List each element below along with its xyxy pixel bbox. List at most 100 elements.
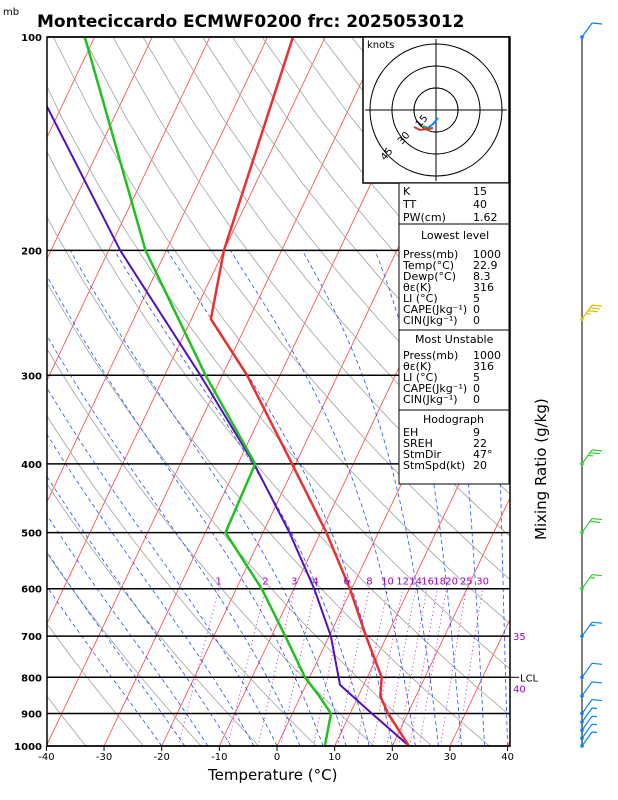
wind-barb-flag — [587, 310, 599, 313]
dry-adiabat-line — [82, 37, 510, 581]
wind-barb-flag — [591, 731, 598, 734]
wind-barb — [580, 22, 603, 39]
index-row-value: 316 — [473, 360, 494, 373]
wind-barb-flag — [589, 307, 601, 310]
lowest-level-rows: Press(mb) 1000 Temp(°C) 22.9 Dewp(°C) 8.3 θε(K… — [402, 248, 501, 327]
index-row-label: CAPE(Jkg⁻¹) — [403, 382, 467, 395]
mixing-ratio-label: 8 — [366, 577, 372, 588]
mixing-ratio-label: 30 — [476, 577, 489, 588]
mixing-ratio-label: 1 — [216, 577, 222, 588]
wind-barb — [580, 304, 603, 321]
index-row-label: Dewp(°C) — [403, 270, 456, 283]
index-row-label: StmDir — [403, 448, 442, 461]
pressure-tick-label: 400 — [21, 460, 42, 471]
wind-barb-staff — [581, 304, 593, 320]
lcl-label: LCL — [520, 673, 539, 684]
wind-barb — [580, 715, 598, 733]
index-row-value: 0 — [473, 382, 480, 395]
temperature-tick-label: 30 — [444, 752, 457, 763]
temperature-tick-label: -40 — [38, 752, 54, 763]
wind-barb-flag — [589, 520, 601, 523]
wind-barb — [580, 681, 603, 698]
wind-barb-flag — [591, 662, 603, 665]
wind-barb-staff — [581, 574, 593, 590]
index-row-label: EH — [403, 426, 418, 439]
x-axis-title: Temperature (°C) — [207, 766, 337, 784]
wind-barb-flag — [591, 715, 598, 718]
mixing-ratio-label: 18 — [433, 577, 446, 588]
wind-barb-staff — [581, 707, 593, 723]
index-row-value: 22 — [473, 437, 487, 450]
isotherm-line — [47, 37, 326, 625]
temperature-tick-label: -30 — [96, 752, 112, 763]
isotherm-line — [565, 37, 618, 746]
index-row-label: Press(mb) — [403, 349, 458, 362]
isotherm-line — [449, 618, 510, 746]
mixing-ratio-label: 6 — [343, 577, 349, 588]
index-row-label: CIN(Jkg⁻¹) — [403, 314, 458, 327]
wind-barb-staff — [581, 681, 593, 697]
moist-adiabat-line — [47, 275, 324, 746]
wind-barb-flag — [589, 452, 601, 455]
mixing-ratio-line — [419, 588, 447, 746]
dry-adiabat-line — [47, 282, 433, 746]
pressure-tick-label: 800 — [21, 673, 42, 684]
pressure-tick-label: 100 — [21, 33, 42, 44]
dry-adiabat-line — [142, 37, 510, 495]
tt-value: 40 — [473, 198, 487, 211]
wind-barb-flag — [591, 698, 603, 702]
index-row-value: 5 — [473, 371, 480, 384]
index-row-label: Temp(°C) — [402, 259, 454, 272]
y-axis-right-title: Mixing Ratio (g/kg) — [532, 398, 550, 540]
wind-barb-staff — [581, 518, 593, 533]
index-row-value: 22.9 — [473, 259, 498, 272]
moist-adiabat-line — [47, 585, 163, 746]
wind-barb-staff — [581, 723, 593, 739]
right-edge-label: 40 — [513, 685, 526, 696]
k-value: 15 — [473, 185, 487, 198]
index-row-value: 0 — [473, 393, 480, 406]
index-row-label: LI (°C) — [403, 371, 438, 384]
lowest-level-header: Lowest level — [421, 229, 489, 242]
wind-barb — [580, 621, 603, 638]
wind-barb — [580, 723, 598, 741]
right-edge-label: 35 — [513, 632, 526, 643]
index-row-value: 8.3 — [473, 270, 491, 283]
dry-adiabat-line — [52, 37, 510, 625]
moist-adiabat-line — [47, 551, 186, 746]
parcel-path-line — [47, 104, 410, 746]
dry-adiabat-line — [561, 37, 618, 746]
wind-barb-flag — [591, 681, 603, 684]
mixing-ratio-label: 16 — [421, 577, 434, 588]
moist-adiabat-line — [229, 250, 416, 746]
dry-adiabat-line — [47, 552, 202, 746]
wind-barb-flag — [591, 304, 603, 307]
wind-barb-flag — [591, 723, 598, 726]
most-unstable-header: Most Unstable — [415, 333, 494, 346]
wind-barb-flag — [591, 621, 603, 624]
pressure-tick-label: 200 — [21, 246, 42, 257]
wind-barb-flag — [589, 576, 596, 579]
wind-barb — [580, 698, 603, 716]
index-panel-frame — [398, 182, 510, 485]
dry-adiabat-line — [172, 37, 510, 454]
pressure-tick-label: 900 — [21, 710, 42, 721]
index-row-value: 316 — [473, 281, 494, 294]
moist-adiabat-line — [301, 250, 439, 746]
dry-adiabat-line — [531, 37, 618, 746]
mixing-ratio-label: 25 — [460, 577, 473, 588]
lcl-marker: LCL — [510, 673, 539, 684]
dry-adiabat-line — [112, 37, 510, 537]
index-row-label: θε(K) — [403, 360, 431, 373]
pressure-tick-label: 300 — [21, 371, 42, 382]
index-row-label: Press(mb) — [403, 248, 458, 261]
mixing-ratio-label: 20 — [445, 577, 458, 588]
wind-barb-flag — [591, 517, 603, 521]
hodograph-params-header: Hodograph — [423, 413, 484, 426]
dry-adiabat-line — [47, 483, 260, 746]
index-row-label: StmSpd(kt) — [403, 459, 465, 472]
